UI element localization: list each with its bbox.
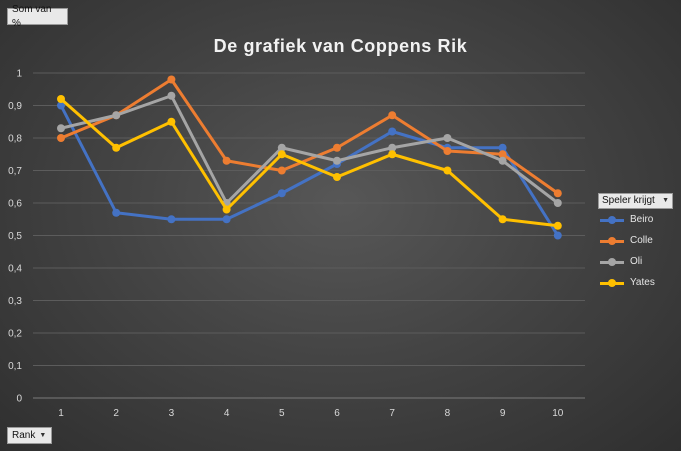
y-tick-label: 0,1 bbox=[8, 361, 22, 372]
y-axis-ticks: 0 0,1 0,2 0,3 0,4 0,5 0,6 0,7 0,8 0,9 1 bbox=[8, 69, 22, 405]
legend-item-beiro[interactable]: Beiro bbox=[600, 209, 678, 230]
series-line-oli bbox=[60, 94, 559, 205]
data-point-beiro[interactable] bbox=[388, 127, 397, 136]
legend-label: Yates bbox=[630, 277, 655, 288]
data-point-yates[interactable] bbox=[277, 150, 286, 159]
chevron-down-icon: ▼ bbox=[662, 197, 669, 204]
legend-field-button[interactable]: Speler krijgt ▼ bbox=[598, 193, 673, 209]
data-point-yates[interactable] bbox=[498, 215, 507, 224]
data-point-beiro[interactable] bbox=[277, 189, 286, 198]
data-point-beiro[interactable] bbox=[57, 101, 65, 110]
series-yates bbox=[57, 95, 562, 230]
y-tick-label: 0 bbox=[16, 394, 22, 405]
legend-field-label: Speler krijgt bbox=[602, 195, 655, 206]
axis-field-button[interactable]: Rank ▼ bbox=[7, 427, 52, 444]
data-point-colle[interactable] bbox=[57, 134, 65, 142]
y-tick-label: 0,8 bbox=[8, 134, 22, 145]
x-tick-label: 3 bbox=[169, 408, 175, 419]
axis-field-label: Rank bbox=[12, 429, 36, 441]
y-tick-label: 0,9 bbox=[8, 101, 22, 112]
series-oli bbox=[57, 91, 562, 207]
gridlines bbox=[33, 72, 585, 399]
legend-label: Colle bbox=[630, 235, 653, 246]
data-point-yates[interactable] bbox=[57, 95, 65, 103]
x-tick-label: 4 bbox=[224, 408, 230, 419]
data-point-oli[interactable] bbox=[277, 143, 286, 152]
data-point-oli[interactable] bbox=[443, 134, 452, 142]
data-point-colle[interactable] bbox=[553, 189, 562, 198]
x-tick-label: 10 bbox=[552, 408, 564, 419]
data-point-oli[interactable] bbox=[112, 111, 121, 120]
legend-swatch bbox=[600, 215, 624, 225]
legend-item-colle[interactable]: Colle bbox=[600, 230, 678, 251]
data-point-yates[interactable] bbox=[443, 166, 452, 175]
legend: Speler krijgt ▼ Beiro Colle Oli Yates bbox=[598, 193, 678, 293]
data-point-colle[interactable] bbox=[167, 75, 176, 84]
x-tick-label: 9 bbox=[500, 408, 506, 419]
data-point-yates[interactable] bbox=[167, 117, 176, 126]
x-tick-label: 5 bbox=[279, 408, 285, 419]
data-point-beiro[interactable] bbox=[222, 215, 231, 224]
data-point-yates[interactable] bbox=[112, 143, 121, 152]
series-line-yates bbox=[60, 97, 558, 228]
data-point-beiro[interactable] bbox=[498, 143, 507, 152]
x-tick-label: 1 bbox=[58, 408, 64, 419]
chart-title: De grafiek van Coppens Rik bbox=[213, 36, 468, 56]
legend-swatch bbox=[600, 257, 624, 267]
y-tick-label: 0,6 bbox=[8, 199, 22, 210]
x-tick-label: 8 bbox=[445, 408, 451, 419]
legend-swatch bbox=[600, 236, 624, 246]
values-field-button[interactable]: Som van % bbox=[7, 4, 68, 29]
data-point-beiro[interactable] bbox=[553, 231, 562, 240]
legend-label: Oli bbox=[630, 256, 643, 267]
x-tick-label: 6 bbox=[334, 408, 340, 419]
data-point-colle[interactable] bbox=[333, 143, 341, 152]
data-point-yates[interactable] bbox=[388, 150, 397, 159]
y-tick-label: 0,5 bbox=[8, 231, 22, 242]
x-axis-ticks: 1 2 3 4 5 6 7 8 9 10 bbox=[58, 408, 564, 419]
x-tick-label: 2 bbox=[113, 408, 119, 419]
y-tick-label: 0,2 bbox=[8, 329, 22, 340]
data-point-yates[interactable] bbox=[333, 173, 341, 181]
legend-item-yates[interactable]: Yates bbox=[600, 272, 678, 293]
data-point-oli[interactable] bbox=[57, 124, 65, 133]
data-point-oli[interactable] bbox=[333, 156, 341, 165]
y-tick-label: 1 bbox=[16, 69, 22, 80]
y-tick-label: 0,7 bbox=[8, 166, 22, 177]
legend-label: Beiro bbox=[630, 214, 654, 225]
series-line-colle bbox=[60, 78, 559, 195]
data-point-colle[interactable] bbox=[222, 156, 231, 165]
data-point-colle[interactable] bbox=[277, 166, 286, 175]
data-point-oli[interactable] bbox=[167, 91, 176, 100]
legend-swatch bbox=[600, 278, 624, 288]
data-point-beiro[interactable] bbox=[167, 215, 176, 224]
values-field-label: Som van % bbox=[12, 3, 52, 29]
data-point-oli[interactable] bbox=[388, 143, 397, 152]
data-point-colle[interactable] bbox=[498, 150, 507, 159]
x-tick-label: 7 bbox=[389, 408, 395, 419]
y-tick-label: 0,4 bbox=[8, 264, 22, 275]
chevron-down-icon: ▼ bbox=[39, 431, 47, 439]
series-line-beiro bbox=[59, 104, 560, 237]
y-tick-label: 0,3 bbox=[8, 296, 22, 307]
data-point-yates[interactable] bbox=[553, 221, 562, 230]
data-point-colle[interactable] bbox=[443, 147, 452, 155]
data-point-beiro[interactable] bbox=[112, 208, 121, 217]
legend-item-oli[interactable]: Oli bbox=[600, 251, 678, 272]
data-point-oli[interactable] bbox=[553, 199, 562, 207]
data-point-yates[interactable] bbox=[222, 205, 231, 214]
data-point-colle[interactable] bbox=[388, 111, 397, 120]
series-lines bbox=[57, 75, 562, 240]
data-point-oli[interactable] bbox=[498, 156, 507, 165]
